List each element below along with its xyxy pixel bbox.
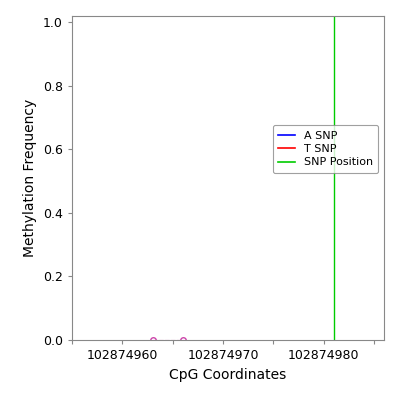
Y-axis label: Methylation Frequency: Methylation Frequency [24, 99, 38, 257]
Legend: A SNP, T SNP, SNP Position: A SNP, T SNP, SNP Position [273, 125, 378, 173]
X-axis label: CpG Coordinates: CpG Coordinates [169, 368, 287, 382]
